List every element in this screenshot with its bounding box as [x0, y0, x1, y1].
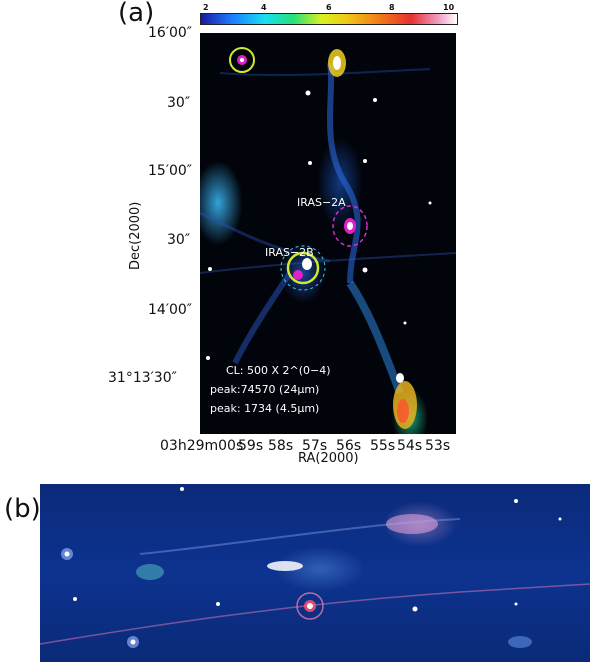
colorbar-tick: 10 [443, 3, 455, 12]
ra-tick-label: 56s [336, 438, 362, 454]
dec-tick-label: 31°13′30″ [108, 370, 177, 386]
panel-a-label: (a) [118, 0, 155, 28]
annotation-peak-24um: peak:74570 (24μm) [210, 383, 320, 396]
annotation-contour-levels: CL: 500 X 2^(0−4) [226, 364, 331, 377]
ra-tick-label: 55s [370, 438, 396, 454]
y-axis-label: Dec(2000) [128, 201, 143, 270]
ra-tick-label: 57s [302, 438, 328, 454]
dec-tick-label: 15′00″ [148, 163, 193, 179]
x-axis-label: RA(2000) [298, 451, 359, 466]
dec-tick-label: 30″ [167, 232, 191, 248]
ra-tick-label: 58s [268, 438, 294, 454]
colorbar-tick: 8 [389, 3, 395, 12]
source-label-iras-2b: IRAS−2B [265, 246, 314, 259]
panel-a-image-drawing [200, 47, 456, 429]
dec-tick-label: 14′00″ [148, 302, 193, 318]
panel-b-image [40, 484, 590, 662]
colorbar-tick: 6 [326, 3, 332, 12]
ra-tick-label: 59s [238, 438, 264, 454]
dec-tick-label: 30″ [167, 95, 191, 111]
ra-tick-label: 53s [425, 438, 451, 454]
source-label-iras-2a: IRAS−2A [297, 196, 346, 209]
panel-b-label: (b) [4, 494, 41, 524]
dec-tick-label: 16′00″ [148, 25, 193, 41]
colorbar: 2 4 6 8 10 [200, 3, 458, 25]
annotation-peak-4-5um: peak: 1734 (4.5μm) [210, 402, 320, 415]
panel-a-image: IRAS−2A IRAS−2B CL: 500 X 2^(0−4) peak:7… [200, 33, 456, 434]
colorbar-tick: 4 [261, 3, 267, 12]
ra-tick-label: 03h29m00s [160, 438, 244, 454]
ra-tick-label: 54s [397, 438, 423, 454]
colorbar-tick: 2 [203, 3, 209, 12]
panel-b-image-drawing [40, 487, 590, 648]
